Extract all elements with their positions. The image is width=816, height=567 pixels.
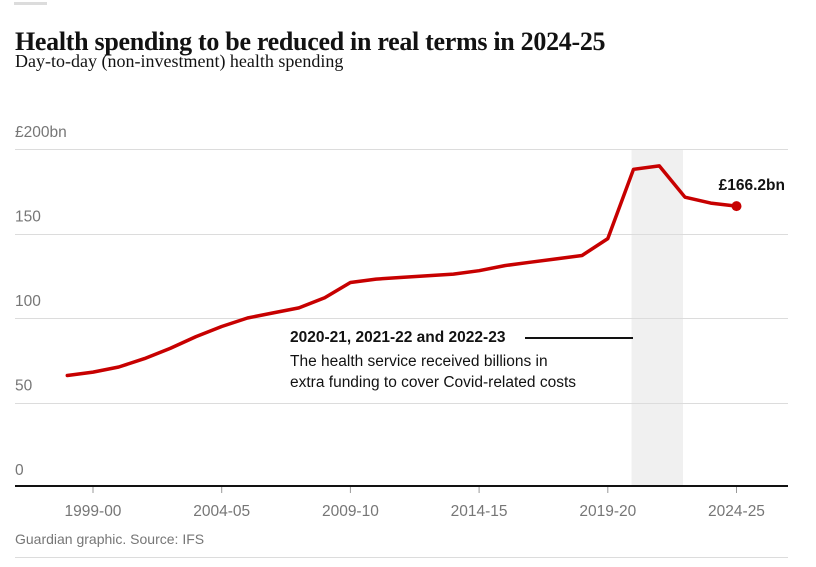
gridline — [15, 149, 788, 150]
annotation-heading: 2020-21, 2021-22 and 2022-23 — [290, 329, 506, 346]
x-axis-tick — [349, 487, 351, 493]
x-axis-tick — [92, 487, 94, 493]
annotation-connector-line — [525, 337, 633, 339]
top-accent-bar — [14, 2, 47, 5]
end-value-label: £166.2bn — [718, 177, 785, 194]
x-axis-tick — [221, 487, 223, 493]
chart-title: Health spending to be reduced in real te… — [15, 27, 606, 57]
x-axis-label: 2014-15 — [451, 503, 508, 520]
y-axis-label: 150 — [15, 209, 41, 226]
end-point-dot — [731, 201, 742, 212]
annotation-body: The health service received billions in … — [290, 351, 576, 393]
x-axis-tick — [736, 487, 737, 493]
x-axis-label: 2004-05 — [193, 503, 250, 520]
x-axis-label: 2009-10 — [322, 503, 379, 520]
x-axis-line — [15, 485, 788, 487]
x-axis-label: 2019-20 — [579, 503, 636, 520]
y-axis-label: 50 — [15, 378, 33, 395]
y-axis-label: £200bn — [15, 124, 67, 141]
y-axis-label: 0 — [15, 462, 24, 479]
annotation-line-1: The health service received billions in — [290, 353, 548, 370]
chart-subtitle: Day-to-day (non-investment) health spend… — [15, 51, 344, 71]
gridline — [15, 318, 788, 319]
gridline — [15, 234, 788, 235]
x-axis-label: 1999-00 — [65, 503, 122, 520]
spending-line — [65, 164, 739, 378]
x-axis-tick — [607, 487, 609, 493]
x-axis-tick — [478, 487, 480, 493]
y-axis-label: 100 — [15, 293, 41, 310]
source-credit: Guardian graphic. Source: IFS — [15, 531, 205, 547]
gridline — [15, 403, 788, 404]
x-axis-label: 2024-25 — [708, 503, 765, 520]
annotation-line-2: extra funding to cover Covid-related cos… — [290, 374, 577, 391]
footer-divider — [15, 557, 788, 558]
